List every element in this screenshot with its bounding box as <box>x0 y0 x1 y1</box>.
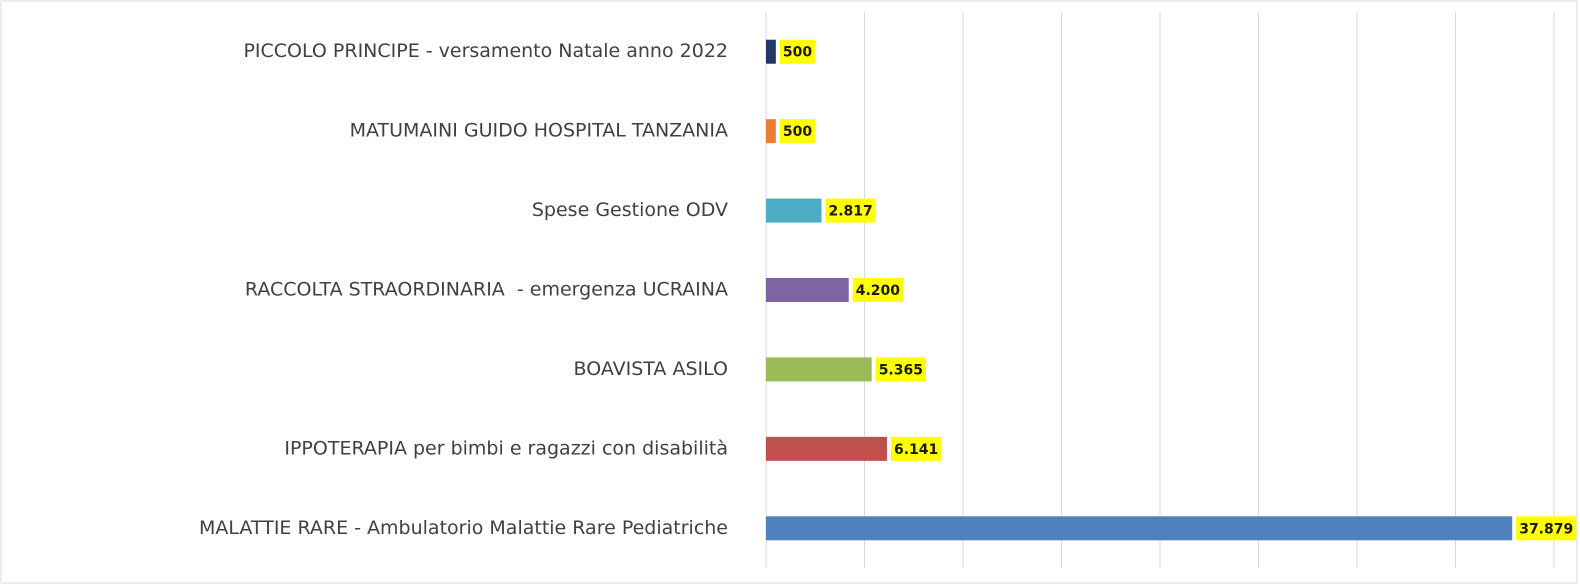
value-label-bg <box>875 357 926 382</box>
value-label: 6.141 <box>894 442 938 458</box>
category-label: BOAVISTA ASILO <box>574 358 728 380</box>
value-label-bg <box>779 39 816 64</box>
value-label: 37.879 <box>1519 521 1573 537</box>
category-label: Spese Gestione ODV <box>532 199 728 221</box>
bar <box>766 39 776 64</box>
category-label: RACCOLTA STRAORDINARIA - emergenza UCRAI… <box>245 279 728 301</box>
value-label: 500 <box>783 45 812 61</box>
category-label: PICCOLO PRINCIPE - versamento Natale ann… <box>243 40 728 62</box>
category-label: MATUMAINI GUIDO HOSPITAL TANZANIA <box>350 120 728 142</box>
value-label-bg <box>779 119 816 144</box>
value-label-bg <box>1516 516 1577 541</box>
value-label-bg <box>825 198 876 223</box>
value-label-bg <box>890 436 942 461</box>
bar <box>766 516 1513 541</box>
category-label: MALATTIE RARE - Ambulatorio Malattie Rar… <box>199 517 728 539</box>
value-label: 500 <box>783 124 812 140</box>
bar <box>766 436 887 461</box>
value-label: 2.817 <box>828 204 872 220</box>
bar <box>766 119 776 144</box>
bar <box>766 198 822 223</box>
category-label: IPPOTERAPIA per bimbi e ragazzi con disa… <box>284 437 728 459</box>
value-label: 4.200 <box>856 283 901 299</box>
value-label-bg <box>852 278 904 302</box>
value-label: 5.365 <box>879 362 923 378</box>
bar <box>766 357 872 382</box>
bar <box>766 278 849 302</box>
